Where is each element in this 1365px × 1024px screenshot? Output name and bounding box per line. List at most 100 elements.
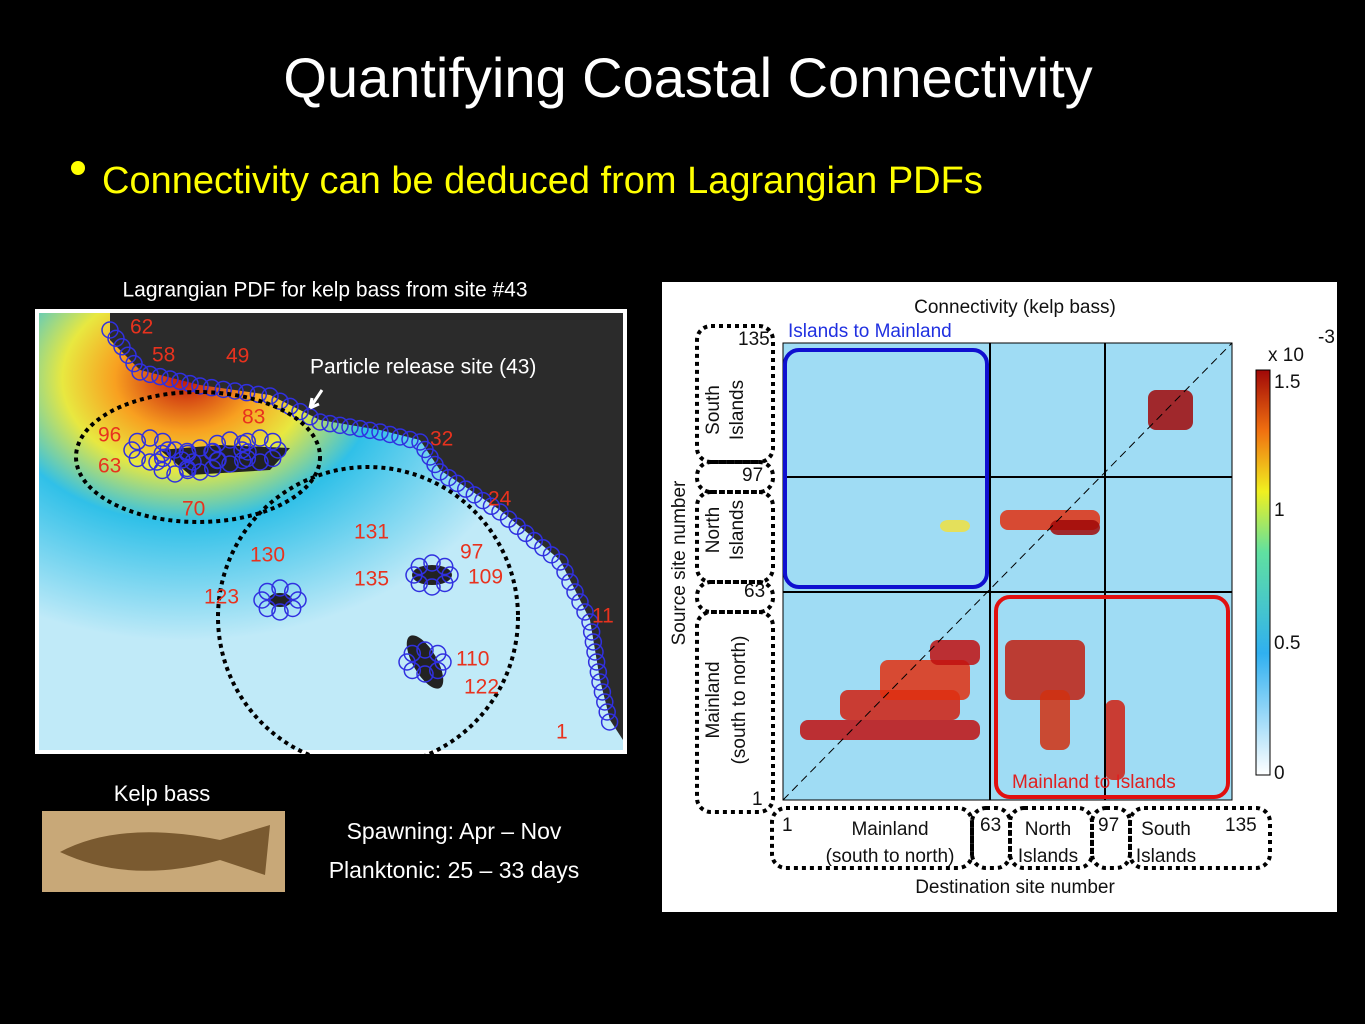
x-group: Islands	[1018, 846, 1078, 867]
dotted-ring	[216, 465, 520, 769]
y-tick: 63	[744, 581, 765, 602]
heat-blob	[1148, 390, 1193, 430]
title: Quantifying Coastal Connectivity	[283, 46, 1092, 109]
site-circle	[456, 480, 475, 498]
site-label: 62	[130, 316, 153, 339]
site-circle	[381, 425, 399, 444]
site-circle	[566, 583, 584, 601]
x-group: South	[1141, 819, 1191, 840]
site-circle	[191, 377, 209, 395]
site-label: 131	[354, 521, 389, 544]
site-circle	[598, 703, 616, 721]
land	[110, 313, 623, 740]
island	[268, 593, 292, 607]
site-circle	[141, 453, 159, 471]
dotted-group	[695, 580, 775, 614]
site-label: 110	[456, 648, 489, 671]
site-circle	[321, 414, 339, 433]
colorbar-tick: 0	[1274, 763, 1285, 784]
x-tick: 97	[1098, 815, 1119, 836]
site-label: 96	[98, 424, 121, 447]
site-circle	[571, 593, 589, 611]
site-circle	[161, 370, 179, 388]
heat-blob	[880, 660, 970, 700]
x-label: Destination site number	[915, 877, 1115, 898]
site-circle	[251, 429, 269, 447]
site-circle	[141, 429, 159, 447]
dotted-group	[695, 324, 775, 464]
site-circle	[410, 557, 429, 576]
site-circle	[448, 474, 466, 493]
site-circle	[596, 693, 614, 711]
site-circle	[441, 566, 459, 584]
x-group: Mainland	[851, 819, 928, 840]
site-circle	[351, 419, 369, 438]
site-circle	[123, 441, 141, 459]
red-box	[994, 595, 1230, 799]
site-circle	[153, 444, 172, 463]
site-circle	[166, 465, 184, 483]
site-circle	[401, 430, 419, 449]
site-circle	[271, 392, 289, 410]
site-circle	[311, 413, 329, 431]
site-circle	[431, 463, 449, 481]
dotted-ring	[74, 390, 322, 524]
y-group: South	[703, 385, 724, 435]
heat-blob	[800, 720, 980, 740]
site-circle	[586, 643, 604, 661]
y-label: Source site number	[669, 480, 690, 645]
site-circle	[208, 434, 227, 453]
site-circle	[214, 380, 233, 399]
site-circle	[301, 408, 319, 426]
site-circle	[423, 578, 441, 596]
site-circle	[173, 451, 191, 469]
site-label: 32	[430, 428, 453, 451]
diagonal	[782, 342, 1233, 801]
site-circle	[178, 442, 197, 461]
site-circle	[283, 582, 302, 601]
site-circle	[263, 432, 282, 451]
site-circle	[600, 713, 619, 731]
site-circles	[101, 321, 619, 731]
site-circle	[416, 665, 434, 683]
heatmap-blobs	[800, 390, 1193, 780]
site-label: 24	[488, 488, 512, 511]
site-circle	[258, 599, 277, 618]
site-circle	[263, 449, 282, 468]
release-label: Particle release site (43)	[310, 356, 536, 379]
heat-blob	[940, 520, 970, 532]
site-circle	[589, 663, 608, 681]
site-circle	[202, 378, 221, 397]
map-caption: Lagrangian PDF for kelp bass from site #…	[122, 279, 527, 302]
site-label: 11	[592, 605, 614, 628]
site-circle	[434, 653, 452, 671]
site-circle	[391, 428, 409, 446]
site-circle	[291, 402, 309, 421]
x-tick: 1	[782, 815, 793, 836]
x-group: North	[1025, 819, 1071, 840]
site-circle	[191, 463, 209, 481]
site-circle	[233, 441, 251, 459]
colorbar-tick: 1	[1274, 500, 1285, 521]
site-label: 70	[182, 498, 205, 521]
site-circle	[591, 673, 609, 691]
bullet: Connectivity can be deduced from Lagrang…	[102, 160, 983, 202]
site-circle	[435, 574, 454, 593]
site-circle	[435, 557, 454, 576]
site-circle	[151, 367, 169, 386]
site-circle	[439, 468, 458, 487]
release-arrow	[308, 389, 324, 410]
site-label: 63	[98, 455, 121, 478]
heat-blob	[930, 640, 980, 665]
y-group: Islands	[727, 380, 748, 440]
site-circle	[482, 497, 501, 516]
site-circle	[361, 421, 379, 440]
fish-caption: Kelp bass	[114, 781, 211, 806]
site-circle	[403, 644, 422, 663]
site-circle	[410, 574, 429, 593]
y-tick: 97	[742, 465, 763, 486]
fish-shape	[60, 825, 270, 875]
y-group: Islands	[727, 500, 748, 560]
y-tick: 135	[738, 329, 770, 350]
